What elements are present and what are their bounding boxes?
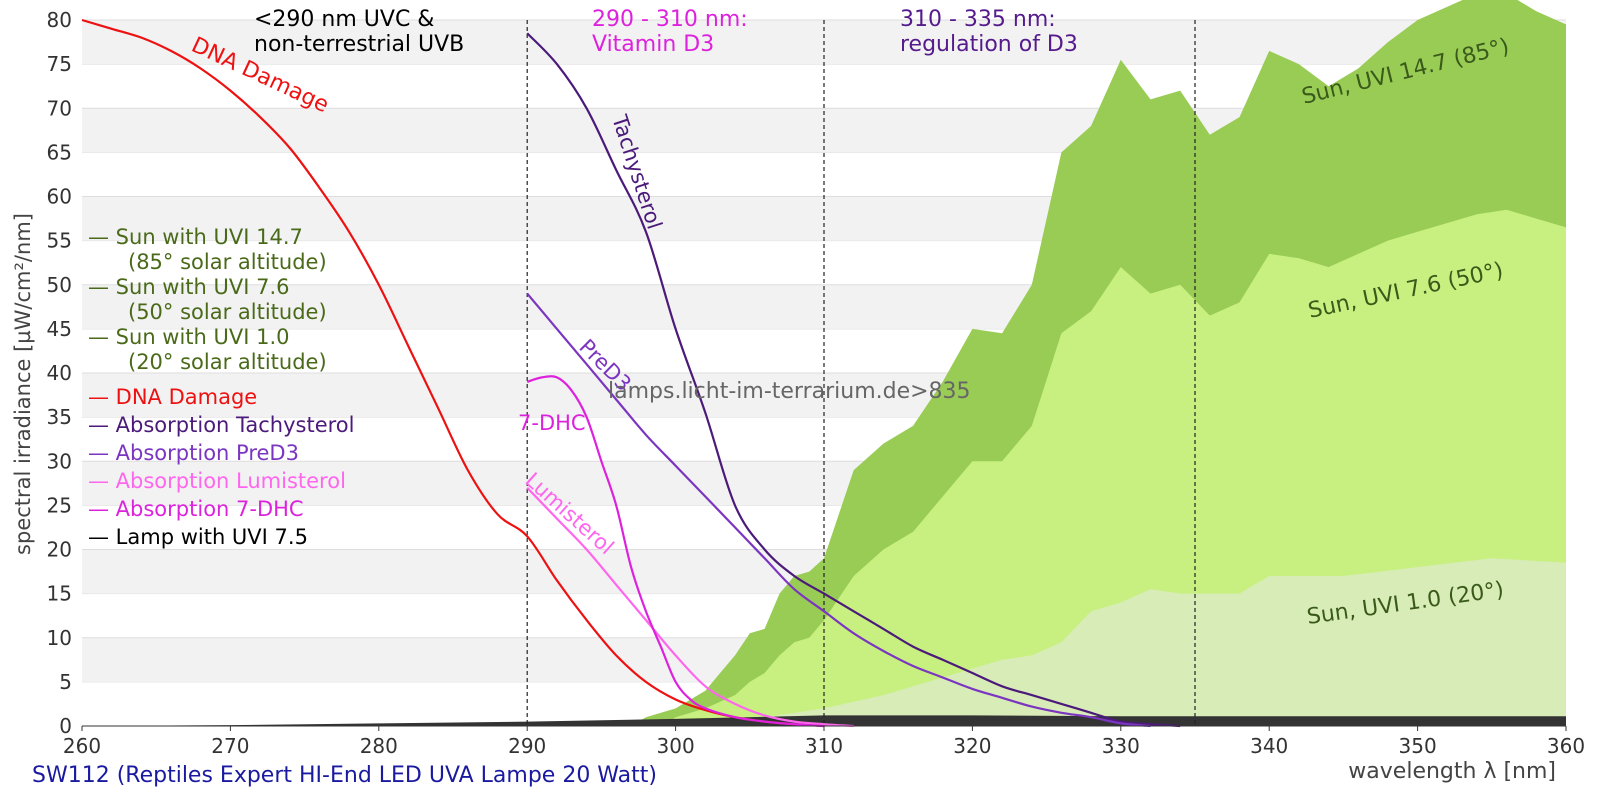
legend-entry: — Absorption PreD3 bbox=[88, 441, 299, 465]
legend: — Sun with UVI 14.7(85° solar altitude)—… bbox=[88, 225, 354, 549]
y-tick-label: 25 bbox=[47, 493, 72, 517]
y-tick-label: 65 bbox=[47, 140, 72, 164]
y-tick-label: 10 bbox=[47, 626, 72, 650]
y-tick-label: 55 bbox=[47, 229, 72, 253]
y-tick-label: 80 bbox=[47, 8, 72, 32]
legend-entry: — Lamp with UVI 7.5 bbox=[88, 525, 308, 549]
absorption-curves bbox=[81, 18, 1181, 728]
x-tick-label: 290 bbox=[508, 734, 546, 758]
y-tick-label: 45 bbox=[47, 317, 72, 341]
region-label: regulation of D3 bbox=[900, 32, 1078, 57]
axes: 0 5 10 15 20 25 30 35 40 45 50 55 60 65 70 75 80 260 270 28… bbox=[47, 8, 1586, 758]
y-tick-label: 75 bbox=[47, 52, 72, 76]
legend-entry: — Absorption 7-DHC bbox=[88, 497, 304, 521]
x-tick-label: 260 bbox=[63, 734, 101, 758]
y-tick-label: 20 bbox=[47, 538, 72, 562]
y-tick-label: 60 bbox=[47, 185, 72, 209]
y-tick-label: 5 bbox=[59, 670, 72, 694]
y-tick-label: 70 bbox=[47, 96, 72, 120]
x-tick-label: 310 bbox=[805, 734, 843, 758]
legend-entry: — DNA Damage bbox=[88, 385, 257, 409]
watermark: lamps.licht-im-terrarium.de>835 bbox=[608, 379, 971, 404]
x-tick-label: 340 bbox=[1250, 734, 1288, 758]
x-tick-label: 320 bbox=[953, 734, 991, 758]
legend-entry: — Absorption Lumisterol bbox=[88, 469, 346, 493]
y-tick-label: 50 bbox=[47, 273, 72, 297]
x-tick-label: 280 bbox=[360, 734, 398, 758]
x-tick-label: 300 bbox=[657, 734, 695, 758]
y-tick-label: 40 bbox=[47, 361, 72, 385]
y-tick-label: 30 bbox=[47, 449, 72, 473]
legend-entry: (50° solar altitude) bbox=[128, 300, 327, 324]
y-axis-label: spectral irradiance [µW/cm²/nm] bbox=[11, 213, 35, 555]
curve-1 bbox=[526, 32, 1181, 728]
x-tick-label: 350 bbox=[1399, 734, 1437, 758]
y-tick-label: 35 bbox=[47, 405, 72, 429]
x-tick-label: 270 bbox=[211, 734, 249, 758]
region-label: 310 - 335 nm: bbox=[900, 7, 1056, 32]
legend-entry: — Sun with UVI 1.0 bbox=[88, 325, 290, 349]
region-label: 290 - 310 nm: bbox=[592, 7, 748, 32]
curve-0 bbox=[81, 18, 825, 728]
y-tick-label: 0 bbox=[59, 714, 72, 738]
curve-4 bbox=[526, 375, 825, 728]
sun-area-2 bbox=[720, 558, 1566, 726]
curve-3 bbox=[526, 486, 854, 728]
y-tick-label: 15 bbox=[47, 582, 72, 606]
region-dividers bbox=[526, 20, 1196, 726]
sun-spectrum-areas bbox=[631, 0, 1566, 726]
legend-entry: (85° solar altitude) bbox=[128, 250, 327, 274]
region-label: non-terrestrial UVB bbox=[254, 32, 464, 57]
chart-caption: SW112 (Reptiles Expert HI-End LED UVA La… bbox=[32, 763, 657, 788]
x-tick-label: 330 bbox=[1102, 734, 1140, 758]
region-label: <290 nm UVC & bbox=[254, 7, 434, 32]
curve-label: 7-DHC bbox=[518, 411, 586, 435]
legend-entry: — Sun with UVI 7.6 bbox=[88, 275, 290, 299]
region-label: Vitamin D3 bbox=[592, 32, 714, 57]
x-tick-label: 360 bbox=[1547, 734, 1585, 758]
curve-2 bbox=[526, 292, 1151, 728]
legend-entry: — Absorption Tachysterol bbox=[88, 413, 354, 437]
x-axis-label: wavelength λ [nm] bbox=[1348, 759, 1556, 784]
legend-entry: — Sun with UVI 14.7 bbox=[88, 225, 303, 249]
legend-entry: (20° solar altitude) bbox=[128, 350, 327, 374]
